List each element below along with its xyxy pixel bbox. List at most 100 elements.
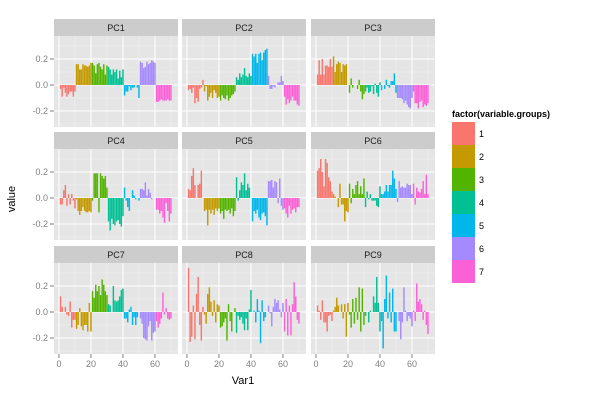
bar (98, 63, 99, 85)
facet-panel-pc9: PC9 (311, 246, 435, 354)
bar (193, 168, 194, 198)
bar (84, 198, 85, 211)
bar (427, 194, 428, 198)
bar (217, 304, 218, 312)
bar (169, 198, 170, 221)
bar (293, 282, 294, 312)
legend-key-1 (452, 122, 475, 145)
bar (347, 303, 348, 312)
bar (213, 198, 214, 215)
bar (229, 198, 230, 214)
bar (261, 60, 262, 85)
x-tick-label: 20 (343, 359, 353, 369)
bar (336, 298, 337, 312)
bar (119, 296, 120, 312)
y-tick-label: 0.0 (35, 307, 48, 317)
bar (114, 72, 115, 85)
bar (138, 85, 139, 98)
bar (145, 182, 146, 198)
bar (92, 291, 93, 312)
bar (376, 85, 377, 93)
bar (426, 175, 427, 198)
bar (162, 293, 163, 313)
bar (381, 194, 382, 198)
bar (237, 80, 238, 85)
bar (276, 182, 277, 198)
facet-panel-pc6: PC6 (311, 132, 435, 240)
bar (95, 173, 96, 198)
bar (127, 85, 128, 92)
bar (154, 312, 155, 332)
bar (413, 311, 414, 312)
bar (354, 194, 355, 198)
bar (269, 312, 270, 313)
bar (411, 312, 412, 326)
bar (255, 198, 256, 214)
bar (346, 312, 347, 337)
bar (389, 293, 390, 313)
bar (116, 302, 117, 312)
bar (124, 85, 125, 95)
bar (201, 312, 202, 341)
bar (77, 64, 78, 85)
bar (143, 312, 144, 338)
bar (93, 66, 94, 86)
bar (87, 198, 88, 212)
bar (392, 171, 393, 198)
bar (255, 312, 256, 322)
bar (362, 85, 363, 99)
bar (109, 306, 110, 313)
bar (285, 198, 286, 214)
bar (73, 312, 74, 320)
bar (169, 85, 170, 101)
bar (197, 185, 198, 198)
legend-label: 7 (479, 267, 484, 277)
bar (236, 77, 237, 85)
bar (406, 85, 407, 105)
bar (266, 49, 267, 85)
bar (233, 198, 234, 216)
y-tick-label: -0.2 (32, 219, 48, 229)
facet-panel-pc2: PC2 (182, 19, 306, 127)
bar (320, 75, 321, 85)
bar (146, 195, 147, 198)
bar (169, 312, 170, 320)
bar (334, 307, 335, 312)
bar (221, 85, 222, 95)
bar (331, 67, 332, 85)
bar (298, 312, 299, 324)
bar (194, 312, 195, 339)
bar (189, 85, 190, 89)
bar (258, 54, 259, 85)
bar (424, 311, 425, 312)
bar (355, 298, 356, 312)
bar (328, 67, 329, 85)
bar (249, 309, 250, 312)
bar (368, 312, 369, 322)
bar (148, 312, 149, 326)
bar (260, 198, 261, 220)
bar (274, 299, 275, 312)
bar (148, 64, 149, 85)
bar (113, 69, 114, 85)
bar (199, 85, 200, 89)
bar (382, 312, 383, 348)
bar (167, 198, 168, 211)
bar (143, 68, 144, 85)
bar (220, 85, 221, 101)
bar (282, 198, 283, 210)
bar (363, 312, 364, 325)
bar (234, 198, 235, 211)
bar (209, 287, 210, 312)
bar (69, 85, 70, 92)
bar (331, 312, 332, 321)
bar (284, 85, 285, 97)
bar (108, 67, 109, 85)
legend-key-6 (452, 237, 475, 260)
legend-label: 6 (479, 244, 484, 254)
bar (76, 198, 77, 199)
facet-panel-pc5: PC5 (182, 132, 306, 240)
bar (249, 188, 250, 198)
bar (140, 62, 141, 85)
bar (405, 85, 406, 101)
